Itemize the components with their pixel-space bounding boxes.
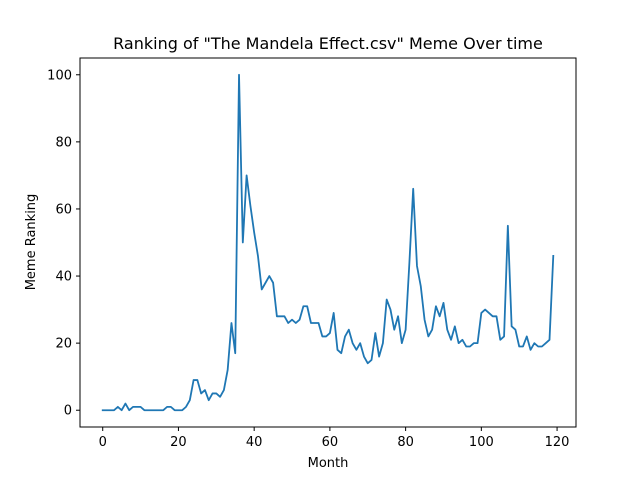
y-axis-ticks: 0 20 40 60 80 100 <box>47 68 80 419</box>
y-tick-label: 80 <box>55 135 72 150</box>
x-tick-label: 120 <box>545 435 570 450</box>
y-axis-label: Meme Ranking <box>24 194 39 291</box>
y-tick-label: 40 <box>55 270 72 285</box>
x-tick-label: 0 <box>99 435 107 450</box>
y-tick-label: 100 <box>47 68 72 83</box>
y-tick-label: 0 <box>64 404 72 419</box>
series-line <box>101 73 555 412</box>
y-tick-label: 20 <box>55 337 72 352</box>
chart-title: Ranking of "The Mandela Effect.csv" Meme… <box>113 34 543 53</box>
plot-frame <box>79 57 577 428</box>
x-tick-label: 40 <box>246 435 263 450</box>
x-axis-label: Month <box>308 456 349 471</box>
x-tick-label: 20 <box>170 435 187 450</box>
x-tick-label: 80 <box>397 435 414 450</box>
y-tick-label: 60 <box>55 202 72 217</box>
x-axis-ticks: 0 20 40 60 80 100 120 <box>99 427 570 450</box>
x-tick-label: 100 <box>469 435 494 450</box>
x-tick-label: 60 <box>322 435 339 450</box>
